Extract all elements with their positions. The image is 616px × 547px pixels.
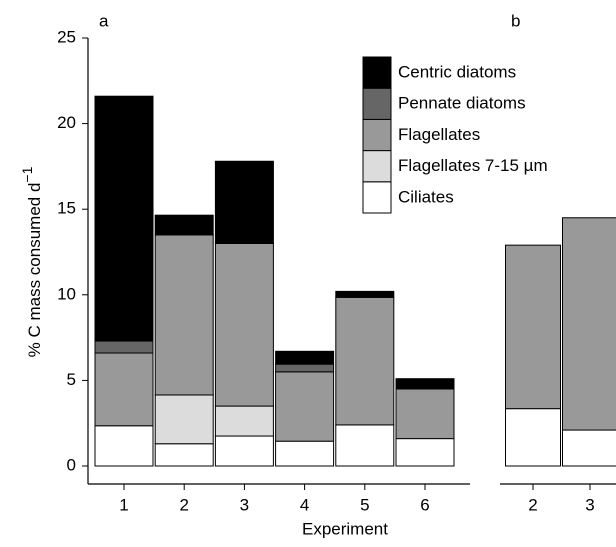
legend-swatch: [362, 181, 392, 214]
bar-segment: [275, 371, 335, 442]
y-tick-label: 15: [57, 199, 76, 218]
bar-segment: [154, 394, 214, 445]
bar-segment: [395, 438, 455, 467]
bar-segment: [275, 363, 335, 373]
bar-segment: [214, 242, 274, 407]
bar-segment: [214, 160, 274, 244]
y-tick-label: 20: [57, 113, 76, 132]
x-tick-label: 5: [360, 495, 369, 514]
bar-segment: [94, 352, 154, 427]
bar-segment: [94, 425, 154, 467]
x-tick-label: 3: [240, 495, 249, 514]
y-axis-label: % C mass consumed d−1: [19, 166, 45, 357]
bar-segment: [562, 217, 616, 431]
x-tick-label: 3: [585, 495, 594, 514]
y-tick-label: 25: [57, 27, 76, 46]
x-tick-label: 6: [420, 495, 429, 514]
bar-segment: [335, 424, 395, 467]
x-axis-label: Experiment: [302, 519, 388, 538]
panel-label: b: [511, 11, 520, 30]
y-axis-label-sup: −1: [19, 166, 35, 182]
y-tick-label: 0: [67, 455, 76, 474]
bar-segment: [214, 435, 274, 467]
bar-segment: [562, 429, 616, 467]
y-tick-label: 10: [57, 284, 76, 303]
legend-swatch: [362, 118, 392, 152]
bar-segment: [335, 290, 395, 298]
legend-swatch: [362, 150, 392, 183]
x-tick-label: 2: [528, 495, 537, 514]
y-tick-label: 5: [67, 370, 76, 389]
bar-segment: [395, 378, 455, 390]
bar-segment: [154, 214, 214, 236]
bar-segment: [335, 296, 395, 426]
bar-segment: [505, 244, 561, 410]
bar-segment: [154, 443, 214, 467]
bar-segment: [395, 388, 455, 440]
bar-segment: [154, 234, 214, 396]
legend-label: Flagellates: [398, 125, 480, 144]
legend-label: Flagellates 7-15 µm: [398, 156, 548, 175]
legend-label: Ciliates: [398, 187, 454, 206]
bar-segment: [94, 340, 154, 354]
x-tick-label: 1: [119, 495, 128, 514]
legend-swatch: [362, 56, 392, 89]
bar-segment: [275, 440, 335, 467]
panel-label: a: [99, 11, 109, 30]
bar-segment: [275, 350, 335, 365]
y-axis-label-main: % C mass consumed d: [25, 183, 44, 358]
bar-segment: [505, 408, 561, 467]
legend-swatch: [362, 87, 392, 120]
legend-label: Pennate diatoms: [398, 94, 526, 113]
legend-label: Centric diatoms: [398, 62, 516, 81]
bar-segment: [214, 405, 274, 437]
x-tick-label: 4: [300, 495, 309, 514]
x-tick-label: 2: [179, 495, 188, 514]
bar-segment: [94, 95, 154, 342]
